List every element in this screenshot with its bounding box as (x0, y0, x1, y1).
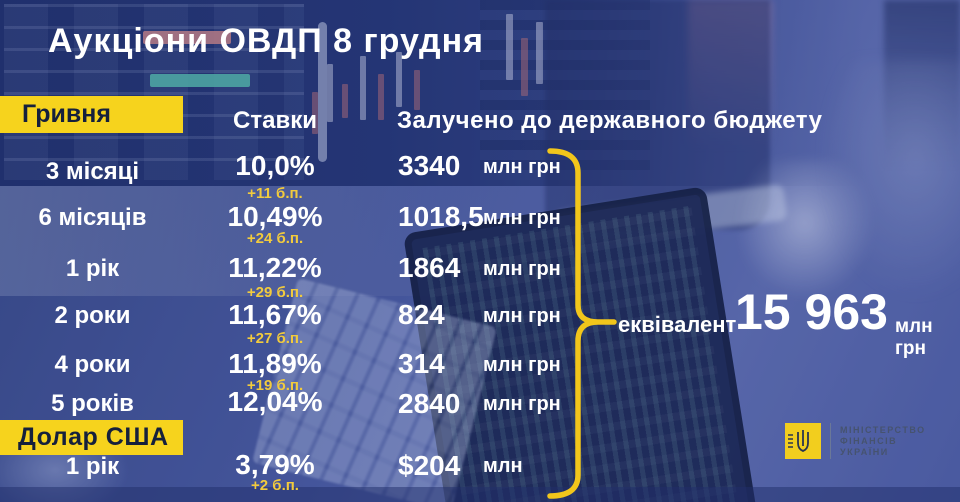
rate-change: +29 б.п. (246, 284, 304, 301)
amount-unit: млн грн (483, 156, 561, 178)
logo-text-line2: ФІНАНСІВ (840, 435, 898, 446)
bg-candlestick (506, 14, 513, 80)
term-label: 5 років (51, 390, 134, 417)
rate-change: +19 б.п. (246, 377, 304, 394)
bg-candlestick (396, 52, 402, 107)
bg-blur-hand (820, 60, 960, 300)
amount-value: 824 (398, 299, 445, 330)
ministry-logo-text: МІНІСТЕРСТВО ФІНАНСІВ УКРАЇНИ (840, 425, 926, 458)
term-label: 1 рік (65, 255, 120, 282)
term-label: 2 роки (54, 302, 131, 329)
term-label: 4 роки (54, 351, 131, 378)
total-bracket (547, 148, 617, 499)
ministry-logo: МІНІСТЕРСТВО ФІНАНСІВ УКРАЇНИ (785, 423, 926, 459)
rate-change: +27 б.п. (246, 330, 304, 347)
bg-candlestick (312, 92, 318, 134)
rate-value: 10,0% (235, 150, 315, 181)
amount-unit: млн грн (483, 393, 561, 415)
amount-unit: млн грн (483, 305, 561, 327)
column-header-raised: Залучено до державного бюджету (397, 107, 823, 134)
amount-unit: млн грн (483, 354, 561, 376)
rate-change: +11 б.п. (247, 185, 303, 202)
logo-divider (830, 423, 831, 459)
amount-value: 3340 (398, 150, 461, 181)
amount-unit: млн грн (483, 258, 561, 280)
currency-badge-usd: Долар США (0, 420, 183, 455)
rate-change: +2 б.п. (251, 477, 299, 494)
amount-unit: млн (483, 455, 523, 477)
bg-candlestick (360, 56, 366, 120)
bg-bottom-bar (0, 487, 960, 502)
bg-candlestick (378, 74, 384, 120)
rate-value: 11,22% (228, 252, 322, 283)
currency-badge-uah-label: Гривня (22, 100, 111, 128)
bg-teal-quote-highlight (150, 74, 250, 87)
term-label: 1 рік (65, 453, 120, 480)
bg-terminal-scrollbar (318, 22, 327, 162)
term-label: 3 місяці (45, 158, 140, 185)
amount-value: $204 (398, 450, 461, 481)
page-title: Аукціони ОВДП 8 грудня (48, 22, 484, 60)
currency-badge-uah: Гривня (0, 96, 183, 133)
term-label: 6 місяців (38, 204, 147, 231)
total-label: еквівалент (618, 312, 737, 337)
trident-icon (785, 423, 821, 459)
bg-monitor-corner (545, 0, 770, 230)
bg-candlestick (536, 22, 543, 84)
rate-change: +24 б.п. (246, 230, 304, 247)
rate-value: 3,79% (235, 449, 315, 480)
rate-value: 11,89% (228, 348, 322, 379)
currency-badge-usd-label: Долар США (18, 423, 169, 451)
rate-value: 12,04% (227, 386, 323, 417)
amount-value: 2840 (398, 388, 461, 419)
amount-unit: млн грн (483, 207, 561, 229)
amount-value: 314 (398, 348, 445, 379)
amount-value: 1864 (398, 252, 461, 283)
bg-candlestick (327, 64, 333, 122)
logo-text-line1: МІНІСТЕРСТВО (840, 424, 926, 435)
rate-value: 10,49% (227, 201, 323, 232)
bg-candlestick (414, 70, 420, 110)
total-unit: млн грн (895, 316, 933, 359)
bg-candlestick (342, 84, 348, 118)
bg-red-quote-highlight (143, 31, 231, 44)
bg-candlestick (521, 38, 528, 96)
column-header-rates: Ставки (233, 107, 317, 134)
logo-text-line3: УКРАЇНИ (840, 446, 889, 457)
amount-value: 1018,5 (398, 201, 484, 232)
total-value: 15 963 (735, 284, 888, 340)
rate-value: 11,67% (228, 299, 322, 330)
